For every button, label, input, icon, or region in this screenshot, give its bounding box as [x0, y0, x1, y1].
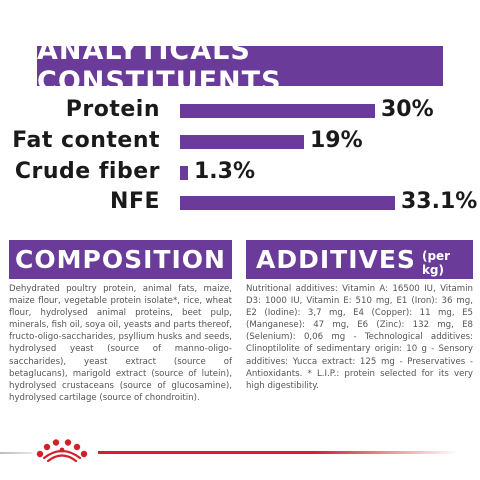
- additives-subtitle: (per kg): [421, 248, 451, 277]
- constituent-value: 33.1%: [401, 189, 478, 214]
- constituent-label: Fat content: [12, 128, 160, 153]
- constituent-bar: [180, 166, 188, 180]
- royal-canin-crown-icon: [36, 439, 88, 463]
- additives-text: Nutritional additives: Vitamin A: 16500 …: [246, 284, 473, 391]
- constituent-label: Crude fiber: [14, 159, 160, 184]
- constituent-label: NFE: [110, 189, 160, 214]
- constituent-bar: [180, 196, 395, 210]
- additives-banner: ADDITIVES (per kg): [246, 240, 473, 279]
- constituent-bar: [180, 135, 304, 149]
- constituent-label: Protein: [65, 97, 160, 122]
- footer-divider-left: [0, 452, 32, 454]
- constituent-value: 19%: [310, 128, 363, 153]
- analytical-constituents-banner: ANALYTICALS CONSTITUENTS: [37, 35, 443, 97]
- analytical-constituents-title: ANALYTICALS CONSTITUENTS: [37, 35, 282, 97]
- composition-banner: COMPOSITION: [9, 240, 232, 279]
- composition-title: COMPOSITION: [15, 245, 226, 274]
- footer-divider-right: [98, 451, 458, 454]
- constituent-value: 30%: [381, 97, 434, 122]
- additives-title: ADDITIVES: [256, 245, 416, 274]
- constituent-value: 1.3%: [194, 159, 256, 184]
- composition-text: Dehydrated poultry protein, animal fats,…: [9, 284, 232, 403]
- constituent-bar: [180, 104, 375, 118]
